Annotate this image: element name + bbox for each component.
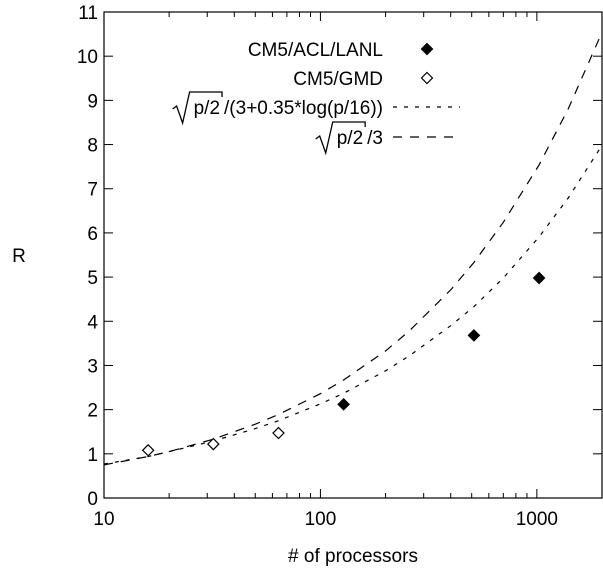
data-point-0 (467, 329, 481, 342)
markers (141, 271, 546, 457)
data-point-0 (532, 271, 546, 285)
data-point-1 (206, 437, 220, 451)
x-tick-label: 100 (305, 509, 337, 530)
series-curve-2 (104, 145, 602, 465)
x-tick-label: 10 (93, 509, 114, 530)
y-tick-label: 0 (87, 489, 98, 510)
series-curve-3 (104, 32, 602, 466)
legend-marker-0 (420, 42, 434, 56)
legend-radicand-3: p/2 (337, 128, 363, 149)
y-tick-label: 6 (87, 224, 98, 245)
curves (104, 32, 602, 466)
plot-area (103, 11, 603, 499)
plot-frame (103, 11, 603, 499)
y-tick-label: 4 (87, 312, 98, 333)
legend: CM5/ACL/LANLCM5/GMD/(3+0.35*log(p/16))p/… (172, 40, 460, 156)
y-tick-label: 7 (87, 180, 98, 201)
y-tick-label: 8 (87, 136, 98, 157)
y-tick-label: 1 (87, 445, 98, 466)
axes: 0 1 2 3 4 5 6 7 8 9 10 11 10 100 1000 (77, 3, 603, 530)
y-tick-label: 10 (77, 47, 98, 68)
legend-label-3: /3 (367, 128, 383, 149)
y-tick-label: 11 (78, 3, 98, 24)
y-tick-label: 9 (87, 91, 98, 112)
legend-label-0: CM5/ACL/LANL (248, 40, 383, 61)
x-tick-label: 1000 (516, 509, 558, 530)
y-axis-title: R (12, 246, 26, 267)
legend-label-1: CM5/GMD (293, 69, 383, 90)
data-point-1 (141, 443, 155, 457)
legend-radicand-2: p/2 (194, 98, 220, 119)
legend-marker-1 (420, 71, 434, 85)
legend-label-2: /(3+0.35*log(p/16)) (224, 98, 383, 119)
y-tick-label: 3 (87, 356, 98, 377)
radical-sign-2 (172, 91, 223, 126)
data-point-1 (272, 426, 285, 440)
x-axis-title: # of processors (288, 546, 418, 567)
y-tick-label: 5 (87, 268, 98, 289)
data-point-0 (337, 397, 350, 411)
radical-sign-3 (315, 121, 366, 156)
y-tick-label: 2 (87, 401, 98, 422)
